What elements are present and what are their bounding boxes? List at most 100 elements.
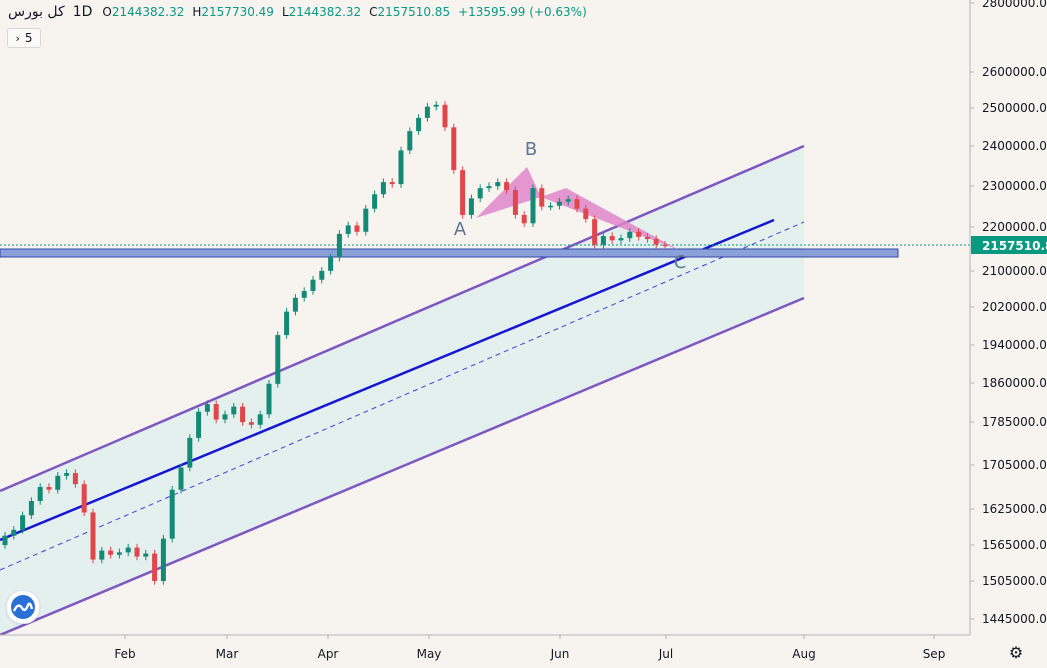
candle-body [169, 489, 175, 539]
candle-body [64, 473, 70, 476]
candle-body [336, 233, 342, 258]
time-axis [0, 635, 970, 664]
candle-body [160, 538, 166, 581]
candle-body [618, 238, 624, 241]
candle-body [530, 188, 536, 224]
time-tick-label: Apr [318, 647, 339, 661]
indicators-toggle-button[interactable]: › 5 [7, 28, 41, 48]
candle-body [37, 486, 43, 502]
price-tick-label: 1565000.00 [982, 538, 1047, 552]
price-tick-label: 1625000.00 [982, 502, 1047, 516]
candle-body [72, 473, 78, 485]
high-value: 2157730.49 [201, 5, 274, 19]
candle-body [213, 404, 219, 420]
tradingview-logo-icon[interactable] [6, 590, 40, 624]
pattern-triangle-xab [476, 167, 541, 218]
pattern-label-c: C [674, 252, 687, 273]
candle-body [644, 236, 650, 240]
open-label: O [102, 5, 112, 19]
candle-body [433, 104, 439, 107]
low-label: L [281, 5, 289, 19]
candle-body [539, 188, 545, 207]
channel-midline [0, 218, 775, 542]
price-tick-label: 2200000.00 [982, 220, 1047, 234]
close-value: 2157510.85 [377, 5, 451, 19]
candle-body [521, 214, 527, 224]
candle-body [196, 411, 202, 438]
candle-body [592, 219, 598, 245]
candle-body [407, 131, 413, 151]
candle-body [442, 104, 448, 128]
pattern-label-b: B [525, 139, 537, 160]
price-tick-label: 1860000.00 [982, 376, 1047, 390]
candle-body [204, 404, 210, 412]
candle-body [504, 182, 510, 191]
candle-body [125, 547, 131, 553]
candle-body [11, 529, 17, 536]
candle-body [460, 170, 466, 215]
candle-body [477, 188, 483, 199]
candle-body [292, 297, 298, 312]
candle-body [108, 550, 114, 555]
last-price-label: 2157510.85 [982, 239, 1047, 253]
candle-body [495, 182, 501, 187]
candle-body [662, 244, 668, 247]
time-tick-label: May [417, 647, 442, 661]
symbol-header: کل بورس 1D O 2144382.32 H 2157730.49 L 2144… [8, 2, 587, 22]
candle-body [627, 231, 633, 239]
low-value: 2144382.32 [288, 5, 362, 19]
price-tick-label: 2400000.00 [982, 139, 1047, 153]
candle-body [46, 486, 52, 490]
candle-body [178, 467, 184, 490]
price-tick-label: 2300000.00 [982, 179, 1047, 193]
candle-body [20, 515, 26, 530]
time-tick-label: Sep [923, 647, 946, 661]
price-tick-label: 1445000.00 [982, 612, 1047, 626]
candle-body [284, 311, 290, 336]
chevron-right-icon: › [15, 31, 20, 45]
candle-body [345, 225, 351, 234]
candle-body [600, 236, 606, 245]
candle-body [363, 208, 369, 232]
open-value: 2144382.32 [111, 5, 185, 19]
timeframe-label[interactable]: 1D [72, 4, 93, 20]
candle-body [222, 414, 228, 420]
price-tick-label: 1785000.00 [982, 415, 1047, 429]
candle-body [609, 236, 615, 241]
channel-upper-line [0, 144, 805, 493]
candle-body [275, 335, 281, 384]
candle-body [257, 414, 263, 425]
candle-body [486, 186, 492, 189]
candle-body [2, 535, 8, 546]
candle-body [328, 257, 334, 271]
indicator-count: 5 [24, 31, 33, 45]
gear-icon[interactable]: ⚙ [1008, 643, 1024, 662]
time-tick-label: Aug [792, 647, 815, 661]
candle-body [248, 422, 254, 425]
pattern-label-a: A [454, 219, 467, 240]
time-tick-label: Jun [550, 647, 570, 661]
candle-body [372, 194, 378, 209]
candle-body [653, 239, 659, 245]
candle-body [548, 205, 554, 208]
close-label: C [369, 5, 378, 19]
candle-body [389, 182, 395, 185]
price-tick-label: 1940000.00 [982, 338, 1047, 352]
high-label: H [192, 5, 202, 19]
change-value: +13595.99 (+0.63%) [458, 5, 587, 19]
time-tick-label: Feb [114, 647, 135, 661]
last-price-badge [971, 236, 1047, 254]
candle-body [424, 106, 430, 118]
symbol-name[interactable]: کل بورس [8, 4, 65, 20]
candle-body [99, 550, 105, 560]
candle-body [240, 406, 246, 423]
candle-body [416, 117, 422, 132]
candle-body [55, 475, 61, 490]
candle-body [574, 199, 580, 209]
candle-body [468, 198, 474, 215]
candle-body [301, 291, 307, 298]
candle-body [134, 547, 140, 557]
candle-body [565, 199, 571, 202]
